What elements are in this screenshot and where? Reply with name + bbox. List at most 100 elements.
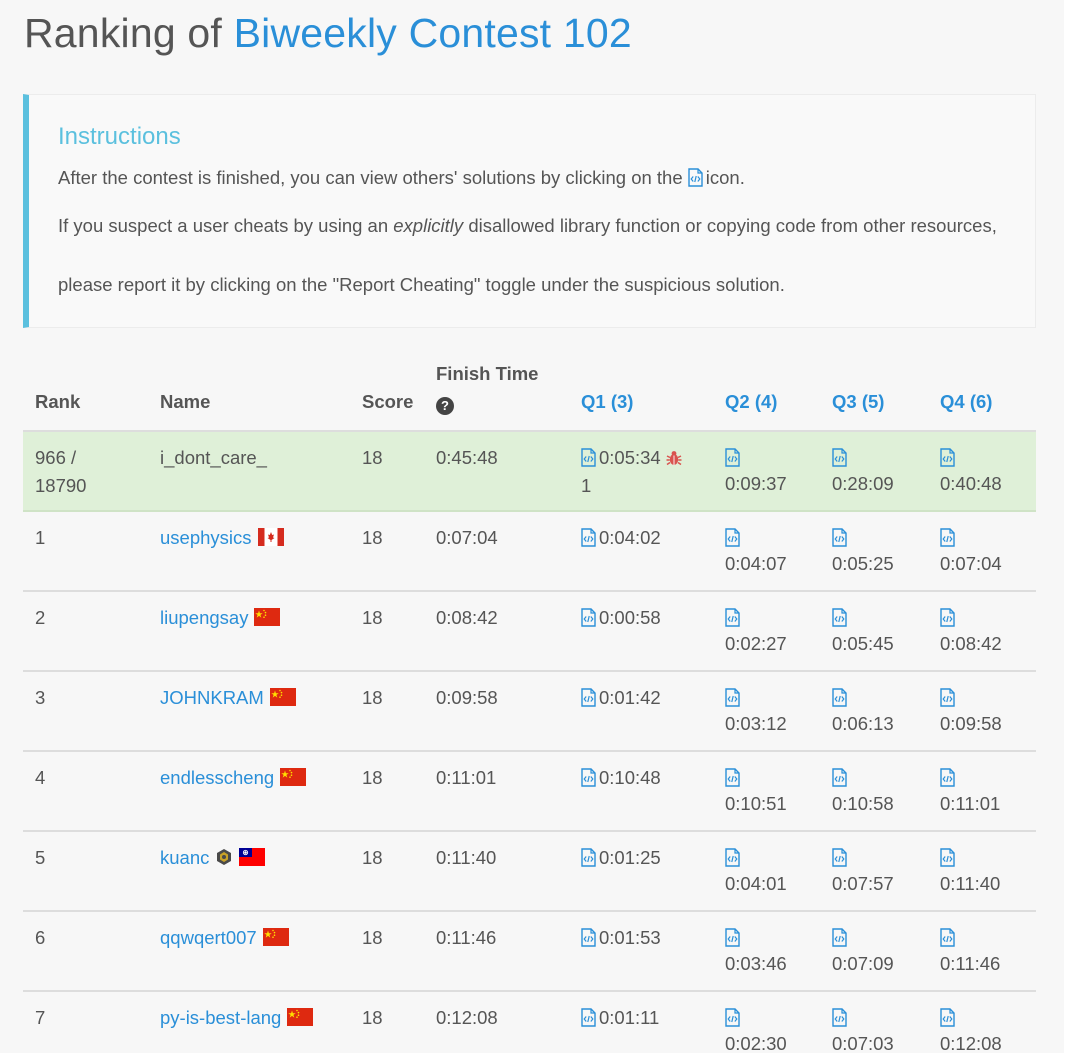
q3-cell: 0:07:09: [820, 911, 928, 992]
code-file-icon[interactable]: [832, 608, 847, 627]
q4-cell: 0:08:42: [928, 591, 1036, 672]
q2-cell: 0:04:01: [713, 831, 820, 912]
code-file-icon[interactable]: [581, 528, 596, 547]
user-link[interactable]: endlesscheng: [160, 767, 275, 788]
instructions-text-1: After the contest is finished, you can v…: [58, 167, 745, 188]
code-file-icon[interactable]: [725, 848, 740, 867]
header-q3[interactable]: Q3 (5): [820, 360, 928, 432]
code-file-icon[interactable]: [940, 848, 955, 867]
q1-cell: 0:01:53: [569, 911, 713, 992]
my-q2: 0:09:37: [713, 431, 820, 512]
code-file-icon[interactable]: [581, 608, 596, 627]
instructions-panel: Instructions After the contest is finish…: [23, 94, 1036, 328]
finish-time-cell: 0:11:40: [424, 831, 569, 912]
code-file-icon[interactable]: [581, 848, 596, 867]
finish-time-cell: 0:09:58: [424, 671, 569, 752]
name-cell: liupengsay: [148, 591, 350, 672]
score-cell: 18: [350, 831, 424, 912]
table-row: 6 qqwqert007 18 0:11:46 0:01:53 0:03:46 0:07:0…: [23, 911, 1036, 992]
code-file-icon[interactable]: [725, 448, 740, 467]
code-file-icon[interactable]: [832, 688, 847, 707]
code-file-icon[interactable]: [832, 848, 847, 867]
code-file-icon[interactable]: [725, 768, 740, 787]
code-file-icon[interactable]: [832, 1008, 847, 1027]
bug-icon: [665, 447, 683, 466]
score-cell: 18: [350, 671, 424, 752]
q4-cell: 0:09:58: [928, 671, 1036, 752]
user-link[interactable]: kuanc: [160, 847, 210, 868]
code-file-icon[interactable]: [940, 1008, 955, 1027]
q2-cell: 0:02:30: [713, 991, 820, 1053]
code-file-icon[interactable]: [940, 608, 955, 627]
q1-cell: 0:04:02: [569, 511, 713, 592]
code-file-icon[interactable]: [725, 608, 740, 627]
code-file-icon[interactable]: [581, 928, 596, 947]
user-link[interactable]: py-is-best-lang: [160, 1007, 282, 1028]
my-name: i_dont_care_: [148, 431, 350, 512]
my-q4: 0:40:48: [928, 431, 1036, 512]
flag-cn-icon: [287, 1006, 314, 1026]
user-link[interactable]: JOHNKRAM: [160, 687, 264, 708]
code-file-icon[interactable]: [581, 688, 596, 707]
header-rank: Rank: [23, 360, 148, 432]
user-link[interactable]: qqwqert007: [160, 927, 257, 948]
code-file-icon[interactable]: [725, 1008, 740, 1027]
flag-cn-icon: [269, 686, 296, 706]
q1-cell: 0:01:25: [569, 831, 713, 912]
name-cell: kuanc: [148, 831, 350, 912]
question-circle-icon[interactable]: ?: [436, 397, 454, 415]
q4-cell: 0:11:01: [928, 751, 1036, 832]
rank-cell: 4: [23, 751, 148, 832]
code-file-icon[interactable]: [940, 768, 955, 787]
code-file-icon[interactable]: [940, 528, 955, 547]
contest-link[interactable]: Biweekly Contest 102: [233, 10, 632, 56]
q3-cell: 0:07:57: [820, 831, 928, 912]
user-link[interactable]: usephysics: [160, 527, 252, 548]
rank-cell: 2: [23, 591, 148, 672]
q1-penalty-count: 1: [581, 475, 592, 496]
table-row: 1 usephysics 18 0:07:04 0:04:02 0:04:07 0:05:2…: [23, 511, 1036, 592]
code-file-icon[interactable]: [940, 448, 955, 467]
finish-time-cell: 0:11:46: [424, 911, 569, 992]
code-file-icon: [688, 168, 703, 187]
my-score: 18: [350, 431, 424, 512]
header-finish-time: Finish Time ?: [424, 360, 569, 432]
finish-time-cell: 0:07:04: [424, 511, 569, 592]
code-file-icon[interactable]: [832, 448, 847, 467]
user-link[interactable]: liupengsay: [160, 607, 249, 628]
my-finish-time: 0:45:48: [424, 431, 569, 512]
score-cell: 18: [350, 991, 424, 1053]
q4-cell: 0:07:04: [928, 511, 1036, 592]
page-title: Ranking of Biweekly Contest 102: [24, 10, 632, 57]
header-q1[interactable]: Q1 (3): [569, 360, 713, 432]
code-file-icon[interactable]: [725, 528, 740, 547]
guardian-badge-icon: [215, 846, 233, 865]
rank-cell: 6: [23, 911, 148, 992]
q1-cell: 0:01:11: [569, 991, 713, 1053]
code-file-icon[interactable]: [940, 928, 955, 947]
header-q4[interactable]: Q4 (6): [928, 360, 1036, 432]
my-rank: 966 /18790: [23, 431, 148, 512]
my-q1: 0:05:34 1: [569, 431, 713, 512]
code-file-icon[interactable]: [725, 928, 740, 947]
q3-cell: 0:05:45: [820, 591, 928, 672]
name-cell: usephysics: [148, 511, 350, 592]
code-file-icon[interactable]: [725, 688, 740, 707]
table-row: 3 JOHNKRAM 18 0:09:58 0:01:42 0:03:12 0:06:13 0…: [23, 671, 1036, 752]
code-file-icon[interactable]: [832, 928, 847, 947]
score-cell: 18: [350, 911, 424, 992]
header-name: Name: [148, 360, 350, 432]
code-file-icon[interactable]: [581, 448, 596, 467]
code-file-icon[interactable]: [832, 528, 847, 547]
code-file-icon[interactable]: [581, 1008, 596, 1027]
q1-cell: 0:01:42: [569, 671, 713, 752]
code-file-icon[interactable]: [581, 768, 596, 787]
header-q2[interactable]: Q2 (4): [713, 360, 820, 432]
q2-cell: 0:04:07: [713, 511, 820, 592]
instructions-text-3: please report it by clicking on the "Rep…: [58, 274, 785, 295]
code-file-icon[interactable]: [940, 688, 955, 707]
code-file-icon[interactable]: [832, 768, 847, 787]
q4-cell: 0:12:08: [928, 991, 1036, 1053]
q2-cell: 0:10:51: [713, 751, 820, 832]
